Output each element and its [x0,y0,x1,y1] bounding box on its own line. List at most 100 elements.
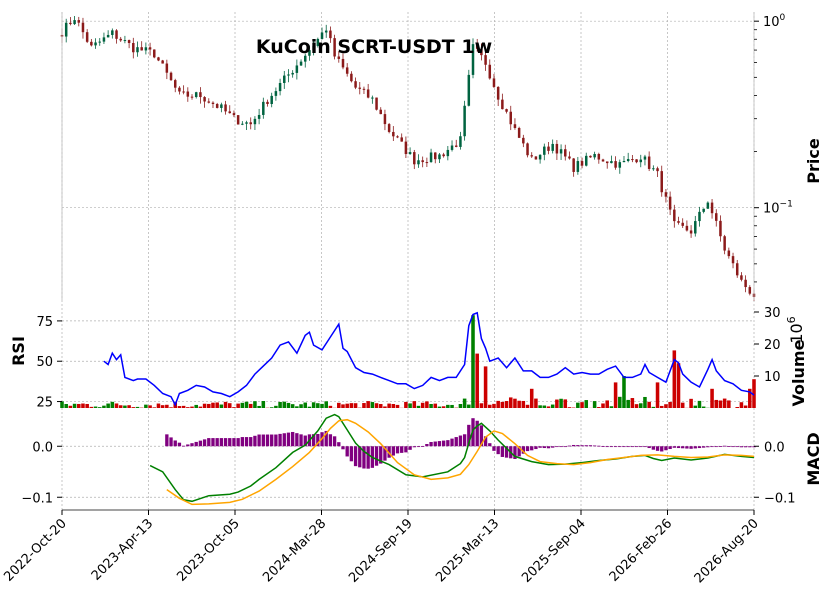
macd-histogram-bar [441,440,446,447]
candle-body [442,154,445,157]
candle-body [207,101,211,103]
macd-left-tick-label: −0.1 [21,491,53,506]
volume-bar [81,403,85,408]
candlestick [262,97,265,119]
volume-bar [181,405,186,408]
candlestick [501,93,504,110]
volume-bar [97,407,102,408]
candle-body [589,155,592,158]
candle-body [534,156,538,160]
macd-histogram-bar [664,446,668,451]
candlestick [274,87,278,101]
volume-bar [106,403,110,408]
candle-body [710,202,714,214]
macd-histogram-bar [341,446,345,450]
candle-body [735,263,739,276]
candlestick [425,157,429,168]
volume-bar [374,403,379,408]
candle-body [408,152,412,155]
candlestick [140,41,143,51]
candlestick [199,87,202,104]
volume-bar [529,388,534,408]
candle-body [228,111,232,114]
candlestick [333,34,336,60]
candlestick [362,86,366,95]
volume-bar [450,404,454,408]
macd-histogram-bar [395,446,400,454]
macd-histogram-bar [286,432,291,447]
candlestick [278,78,282,96]
price-tick-exponent: −1 [780,200,793,210]
candle-body [262,101,265,115]
candlestick [77,16,81,27]
volume-bar [412,401,417,408]
macd-histogram-bar [467,424,471,447]
macd-histogram-bar [722,445,727,447]
volume-bar [93,406,98,408]
macd-histogram-bar [421,445,425,447]
candlestick [744,275,747,293]
candlestick [157,56,160,62]
rsi-panel [103,311,755,407]
volume-bar [349,403,354,408]
candlestick [303,53,307,68]
volume-bar [257,405,261,408]
macd-histogram-bar [571,444,576,447]
volume-bar [542,405,547,408]
candle-body [551,143,554,151]
volume-bar [743,405,748,408]
candle-body [136,47,139,53]
candle-body [517,127,521,138]
candlestick [358,82,362,95]
candlestick [73,16,76,25]
candlestick [186,87,190,102]
macd-histogram-bar [316,434,320,447]
candlestick [224,100,227,115]
macd-histogram-bar [685,446,689,449]
macd-histogram-bar [601,446,605,447]
candle-body [463,105,466,137]
volume-bar [278,401,282,408]
macd-histogram-bar [689,446,693,449]
candlestick [559,144,563,160]
volume-bar [72,403,77,408]
candle-body [413,152,416,165]
candle-body [459,136,462,147]
candlestick [287,69,290,83]
volume-bar [538,405,542,408]
volume-bar [521,400,526,408]
volume-bar [727,400,731,408]
candle-body [656,168,659,172]
macd-histogram-bar [379,446,383,464]
candle-body [115,30,118,39]
macd-left-tick-label: 0.0 [32,440,53,455]
macd-histogram-bar [630,446,635,448]
volume-bar [513,398,517,408]
candle-body [266,101,269,105]
candle-body [715,213,718,221]
volume-bar [395,404,400,408]
macd-histogram-bar [236,438,240,447]
macd-histogram-bar [282,433,286,447]
candle-body [555,143,559,154]
candle-body [505,109,508,112]
candle-body [480,48,483,56]
candlestick [337,51,341,63]
volume-bar [433,403,438,408]
candlestick [626,152,630,163]
candle-body [425,162,429,164]
candlestick [383,109,387,131]
volume-bar [190,406,194,408]
candlestick [387,122,391,134]
candle-body [698,211,701,222]
candlestick [601,158,605,162]
volume-bar [475,353,479,408]
candlestick [203,96,206,108]
candlestick [350,71,353,83]
candle-body [140,47,143,51]
volume-bar [534,398,538,408]
candle-body [153,49,156,58]
volume-bar [605,400,609,408]
macd-histogram-bar [580,445,584,447]
